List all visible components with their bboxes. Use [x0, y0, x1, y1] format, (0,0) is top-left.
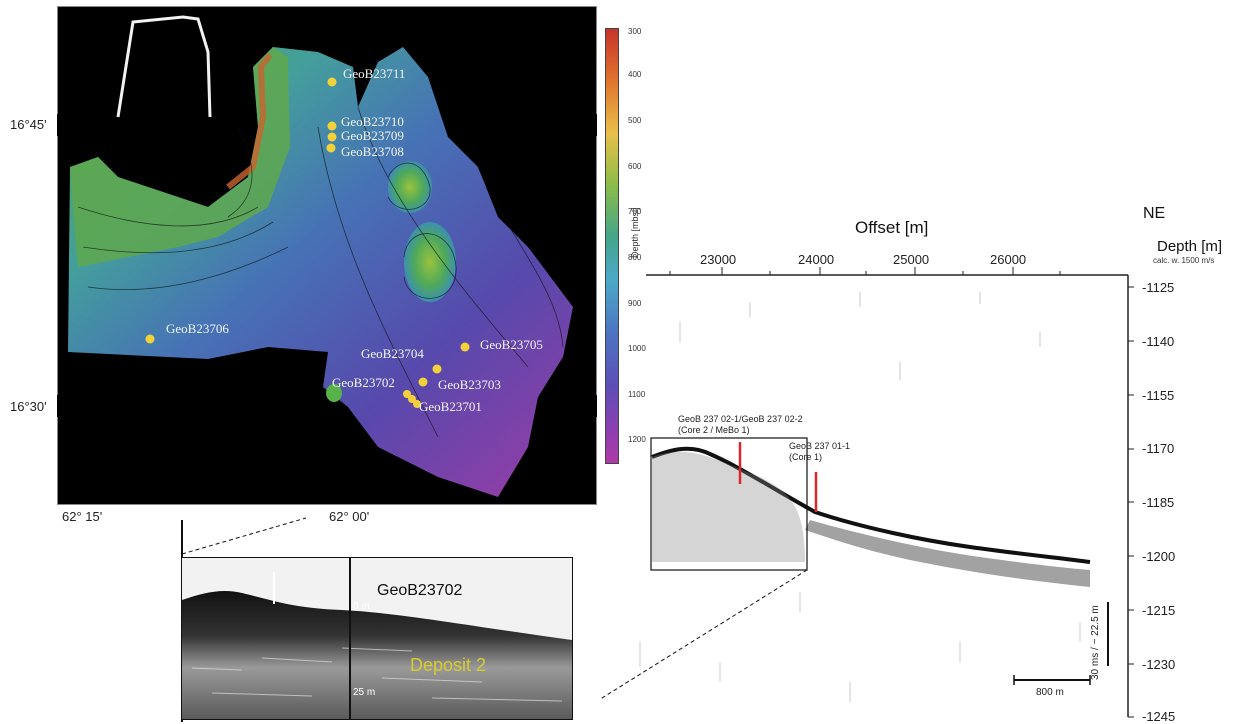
- site-marker-geob23701: [413, 400, 421, 408]
- frame-tick: [591, 114, 597, 136]
- sediment-layers: [805, 520, 1090, 587]
- depth-axis-ticks: [1128, 286, 1134, 718]
- longitude-label-mid: 62° 00': [329, 509, 370, 524]
- site-marker-geob23706: [145, 334, 155, 344]
- core1-annotation-line1: GeoB 237 01-1: [789, 441, 851, 451]
- longitude-label-left: 62° 15': [62, 509, 103, 524]
- inset-depth-top: 0 m: [353, 601, 370, 612]
- depth-tick: -1185: [1142, 495, 1175, 510]
- depth-colorbar: [605, 28, 619, 464]
- depth-tick: -1245: [1142, 709, 1176, 724]
- frame-tick: [591, 395, 597, 417]
- colorbar-tick: 400: [628, 70, 642, 79]
- depth-tick: -1200: [1142, 549, 1176, 564]
- inset-title: GeoB23702: [377, 582, 463, 599]
- colorbar-title: Depth [mbsl]: [630, 207, 640, 258]
- colorbar-tick: 500: [628, 116, 642, 125]
- vertical-scale-label: 30 ms / ~ 22.5 m: [1090, 605, 1101, 680]
- site-label: GeoB23705: [480, 337, 543, 352]
- mound-fill: [652, 451, 805, 562]
- knoll-small: [326, 384, 342, 402]
- ship-track: [116, 15, 212, 118]
- frame-tick: [57, 395, 63, 417]
- offset-tick: 25000: [893, 252, 930, 267]
- site-label: GeoB23704: [361, 346, 424, 361]
- depth-tick: -1155: [1142, 388, 1175, 403]
- frame-tick: [57, 114, 63, 136]
- inset-speckle: [191, 647, 563, 702]
- shelf-edge-red: [226, 53, 273, 190]
- offset-axis-ticks: [669, 267, 1061, 275]
- site-marker-geob23701a: [408, 395, 416, 403]
- colorbar-tick: 1200: [628, 435, 646, 444]
- site-marker-geob23710: [327, 121, 337, 131]
- offset-tick: 26000: [990, 252, 1027, 267]
- depth-tick: -1125: [1142, 280, 1175, 295]
- site-label: GeoB23702: [332, 375, 395, 390]
- offset-tick: 24000: [798, 252, 835, 267]
- colorbar-tick: 600: [628, 162, 642, 171]
- colorbar-tick: 300: [628, 27, 642, 36]
- colorbar-tick: 1100: [628, 390, 646, 399]
- site-markers: [145, 77, 470, 408]
- site-labels: GeoB23711 GeoB23710 GeoB23709 GeoB23708 …: [166, 66, 543, 414]
- colorbar-tick: 800: [628, 253, 642, 262]
- depth-tick: -1230: [1142, 657, 1176, 672]
- site-marker-geob23711: [327, 77, 337, 87]
- depth-axis-subtitle: calc. w. 1500 m/s: [1153, 256, 1215, 265]
- inset-sediment: [182, 590, 572, 719]
- offset-axis-title: Offset [m]: [855, 218, 929, 237]
- core2-annotation-line1: GeoB 237 02-1/GeoB 237 02-2: [678, 414, 803, 424]
- core2-annotation-line2: (Core 2 / MeBo 1): [678, 425, 750, 435]
- knoll-south: [404, 222, 456, 302]
- site-marker-geob23705: [460, 342, 470, 352]
- site-label: GeoB23710: [341, 114, 404, 129]
- latitude-label-bottom: 16°30': [10, 399, 47, 414]
- deposit-label: Deposit 2: [410, 655, 487, 675]
- inset-seismic: [182, 558, 572, 719]
- zoom-connector: [600, 569, 808, 700]
- offset-tick: 23000: [700, 252, 737, 267]
- site-marker-geob23702: [403, 390, 411, 398]
- bathymetry-map: GeoB23711 GeoB23710 GeoB23709 GeoB23708 …: [57, 6, 597, 505]
- site-label: GeoB23703: [438, 377, 501, 392]
- site-label: GeoB23706: [166, 321, 229, 336]
- seismic-profile: [600, 267, 1134, 718]
- inset-dashed-line: [181, 517, 307, 555]
- inset-depth-bottom: 25 m: [353, 687, 376, 698]
- colorbar-tick: 900: [628, 299, 642, 308]
- bathymetry-surface: [68, 47, 573, 497]
- depth-tick: -1170: [1142, 441, 1175, 456]
- bathymetry-map-graphic: GeoB23711 GeoB23710 GeoB23709 GeoB23708 …: [68, 15, 573, 497]
- colorbar-tick: 700: [628, 207, 642, 216]
- seismic-noise: [639, 292, 1081, 702]
- knoll-north: [388, 161, 432, 213]
- horizontal-scale-label: 800 m: [1036, 687, 1064, 698]
- site-label: GeoB23701: [419, 399, 482, 414]
- site-label: GeoB23709: [341, 128, 404, 143]
- inset-panel: [181, 557, 573, 720]
- core1-annotation-line2: (Core 1): [789, 452, 823, 462]
- site-label: GeoB23708: [341, 144, 404, 159]
- site-marker-geob23704: [432, 364, 442, 374]
- zoom-box: [650, 437, 808, 571]
- site-marker-geob23703: [418, 377, 428, 387]
- site-marker-geob23708: [326, 143, 336, 153]
- depth-tick: -1140: [1142, 334, 1175, 349]
- depth-tick: -1215: [1142, 603, 1176, 618]
- site-marker-geob23709: [327, 132, 337, 142]
- latitude-label-top: 16°45': [10, 117, 47, 132]
- site-label: GeoB23711: [343, 66, 405, 81]
- depth-contours: [77, 106, 564, 438]
- direction-label: NE: [1143, 205, 1166, 222]
- colorbar-tick: 1000: [628, 344, 646, 353]
- depth-axis-title: Depth [m]: [1157, 238, 1223, 255]
- seafloor-reflector: [651, 446, 1091, 564]
